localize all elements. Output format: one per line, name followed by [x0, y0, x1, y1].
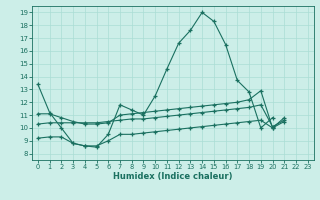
X-axis label: Humidex (Indice chaleur): Humidex (Indice chaleur): [113, 172, 233, 181]
